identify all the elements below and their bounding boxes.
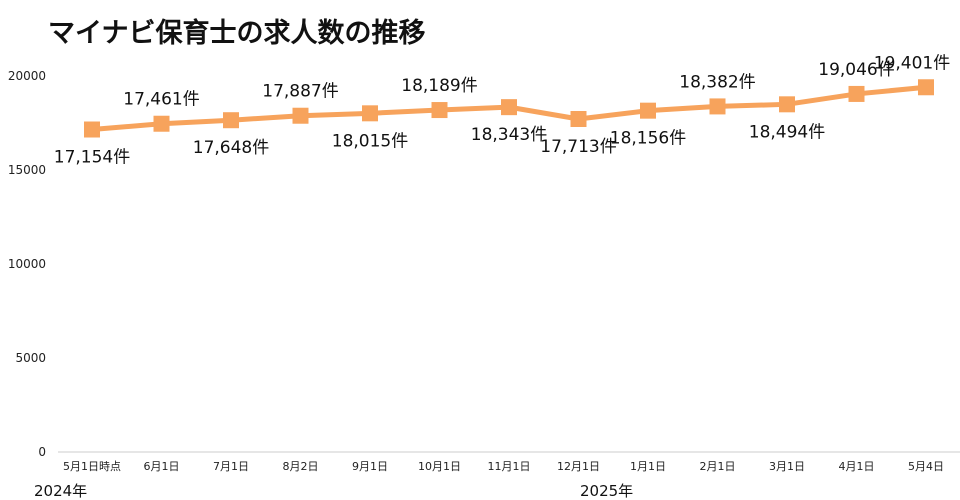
- data-point: [84, 121, 100, 138]
- data-labels-group: 17,154件 17,461件 17,648件 17,887件 18,015件 18,18…: [54, 53, 950, 167]
- data-label: 18,494件: [749, 122, 825, 142]
- y-tick-label: 20000: [8, 69, 46, 83]
- data-point: [292, 107, 309, 124]
- data-point: [153, 115, 170, 132]
- data-label: 17,154件: [54, 148, 130, 168]
- y-tick-label: 0: [38, 445, 46, 459]
- data-label: 17,461件: [123, 90, 199, 110]
- x-tick-label: 1月1日: [630, 460, 666, 473]
- chart-title: マイナビ保育士の求人数の推移: [48, 17, 425, 49]
- x-tick-label: 5月4日: [908, 460, 944, 473]
- x-tick-label: 5月1日時点: [63, 460, 121, 473]
- data-label: 18,343件: [471, 125, 547, 145]
- data-label: 17,887件: [262, 82, 338, 102]
- x-tick-label: 7月1日: [213, 460, 249, 473]
- data-point: [709, 98, 726, 115]
- y-tick-label: 10000: [8, 257, 46, 271]
- data-point: [223, 112, 239, 129]
- data-point: [431, 102, 448, 119]
- series-line-group: [84, 79, 934, 138]
- data-label: 17,648件: [193, 138, 269, 158]
- x-tick-label: 11月1日: [488, 460, 531, 473]
- data-point: [848, 85, 865, 102]
- x-tick-label: 10月1日: [418, 460, 461, 473]
- data-label: 18,382件: [679, 72, 755, 92]
- data-label: 19,046件: [818, 60, 894, 80]
- year-label-2025: 2025年: [580, 482, 633, 500]
- x-tick-label: 6月1日: [144, 460, 180, 473]
- x-tick-label: 2月1日: [700, 460, 736, 473]
- x-tick-label: 12月1日: [557, 460, 600, 473]
- data-point: [362, 105, 378, 122]
- data-point: [640, 102, 656, 119]
- x-tick-label: 3月1日: [769, 460, 805, 473]
- data-label: 18,015件: [332, 131, 408, 151]
- data-label: 18,156件: [610, 129, 686, 149]
- y-axis: 0 5000 10000 15000 20000: [8, 69, 46, 459]
- y-tick-label: 5000: [15, 351, 46, 365]
- y-tick-label: 15000: [8, 163, 46, 177]
- data-point: [779, 96, 795, 113]
- x-axis: 5月1日時点 6月1日 7月1日 8月2日 9月1日 10月1日 11月1日 12月1日 1月1…: [58, 451, 960, 473]
- data-point: [570, 110, 587, 127]
- data-point: [501, 99, 517, 116]
- data-label: 19,401件: [874, 53, 950, 73]
- x-tick-label: 4月1日: [839, 460, 875, 473]
- data-label: 18,189件: [401, 76, 477, 96]
- x-tick-label: 8月2日: [283, 460, 319, 473]
- data-label: 17,713件: [540, 137, 616, 157]
- data-point: [918, 79, 934, 96]
- year-label-2024: 2024年: [34, 482, 87, 500]
- x-tick-label: 9月1日: [352, 460, 388, 473]
